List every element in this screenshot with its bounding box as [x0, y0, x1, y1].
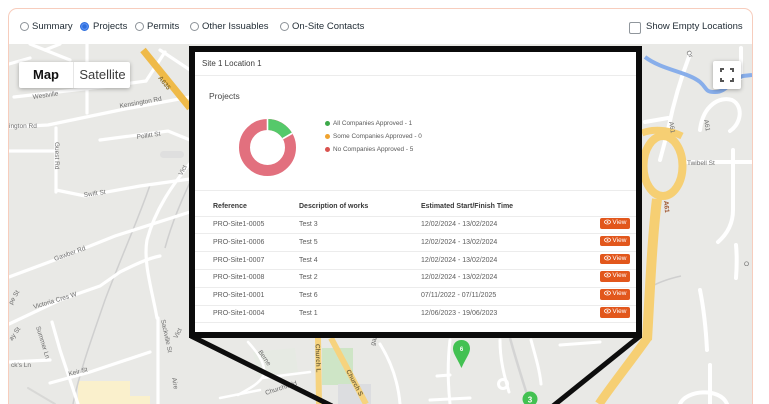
svg-text:Keir St: Keir St [68, 366, 89, 378]
svg-text:Swift St: Swift St [83, 189, 106, 199]
svg-text:O: O [744, 261, 749, 268]
svg-text:6: 6 [460, 347, 464, 353]
svg-text:A61: A61 [702, 119, 711, 132]
svg-text:Church L: Church L [314, 344, 322, 373]
svg-text:ington Rd: ington Rd [9, 123, 37, 130]
svg-text:gate: gate [369, 332, 380, 347]
svg-text:Twibell St: Twibell St [687, 160, 715, 167]
svg-text:Pollitt St: Pollitt St [136, 131, 161, 141]
svg-text:Guest Rd: Guest Rd [53, 142, 60, 170]
svg-text:A61: A61 [667, 121, 676, 134]
svg-text:3: 3 [528, 396, 533, 404]
svg-text:Aire: Aire [170, 377, 179, 390]
svg-text:ck's Ln: ck's Ln [11, 362, 31, 369]
svg-text:Vict: Vict [178, 164, 189, 177]
svg-text:Vict: Vict [173, 327, 184, 340]
svg-text:Or: Or [684, 50, 694, 60]
svg-text:A61: A61 [662, 201, 670, 214]
svg-text:Westville: Westville [32, 90, 59, 101]
